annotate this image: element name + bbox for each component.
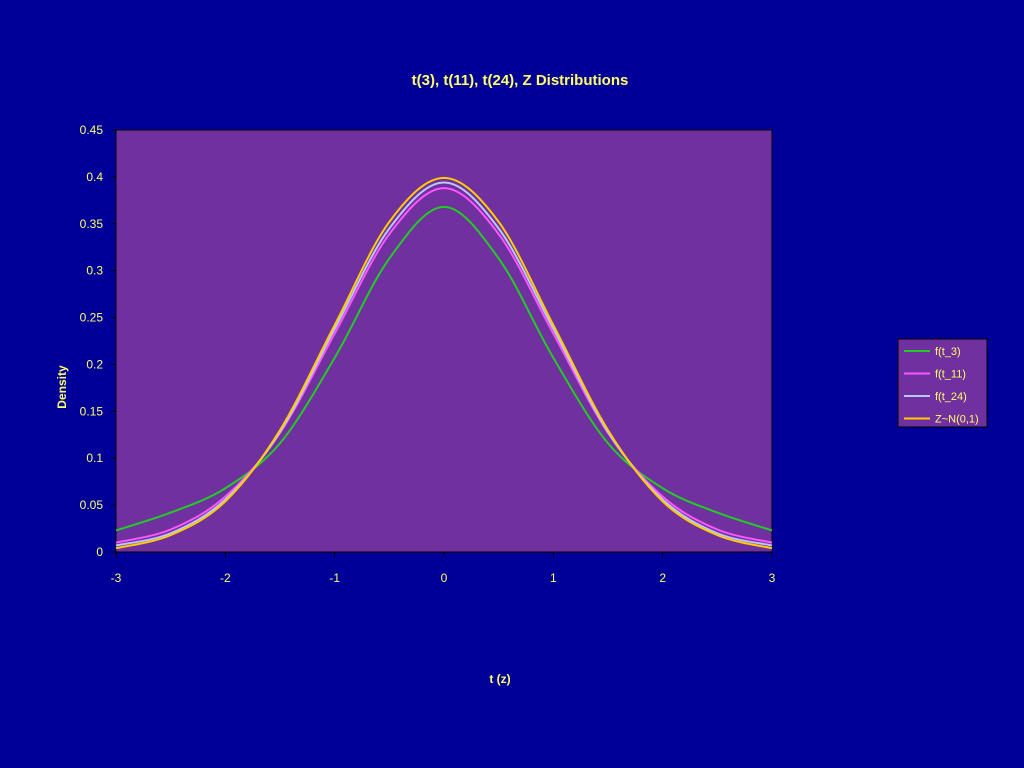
series-line-3: [115, 181, 773, 547]
y-tick-label: 0.45: [80, 123, 104, 137]
y-tick-label: 0.15: [80, 404, 104, 418]
y-axis: 0 0.05 0.1 0.15 0.2 0.25 0.3 0.35 0.4 0.45: [80, 123, 116, 559]
series-layer: [115, 176, 773, 550]
y-tick-label: 0.3: [86, 264, 103, 278]
x-tick-label: 0: [441, 571, 448, 585]
series-line-4: [115, 176, 773, 550]
chart-title: t(3), t(11), t(24), Z Distributions: [412, 72, 629, 89]
legend-label: f(t_24): [935, 391, 967, 403]
legend-box: [897, 338, 988, 428]
x-tick-label: -3: [111, 571, 122, 585]
y-tick-label: 0.4: [86, 170, 103, 184]
x-tick-label: -2: [220, 571, 231, 585]
y-tick-label: 0.25: [80, 311, 104, 325]
legend: f(t_3) f(t_11) f(t_24) Z~N(0,1): [897, 338, 988, 428]
series-line-1: [115, 205, 773, 532]
legend-label: f(t_11): [935, 369, 966, 381]
x-axis: -3 -2 -1 0 1 2 3: [111, 552, 776, 585]
y-tick-label: 0.2: [86, 357, 103, 371]
x-tick-label: 2: [659, 571, 666, 585]
y-tick-label: 0.05: [80, 498, 104, 512]
legend-label: f(t_3): [935, 346, 961, 358]
y-tick-label: 0.1: [86, 451, 103, 465]
series-line-2: [115, 187, 773, 544]
y-tick-label: 0.35: [80, 217, 104, 231]
plot-area: [115, 129, 773, 553]
x-axis-label: t (z): [489, 672, 510, 686]
y-axis-label: Density: [55, 365, 69, 409]
x-tick-label: -1: [329, 571, 340, 585]
x-tick-label: 1: [550, 571, 557, 585]
legend-label: Z~N(0,1): [935, 414, 979, 426]
y-tick-label: 0: [96, 545, 103, 559]
x-tick-label: 3: [769, 571, 776, 585]
